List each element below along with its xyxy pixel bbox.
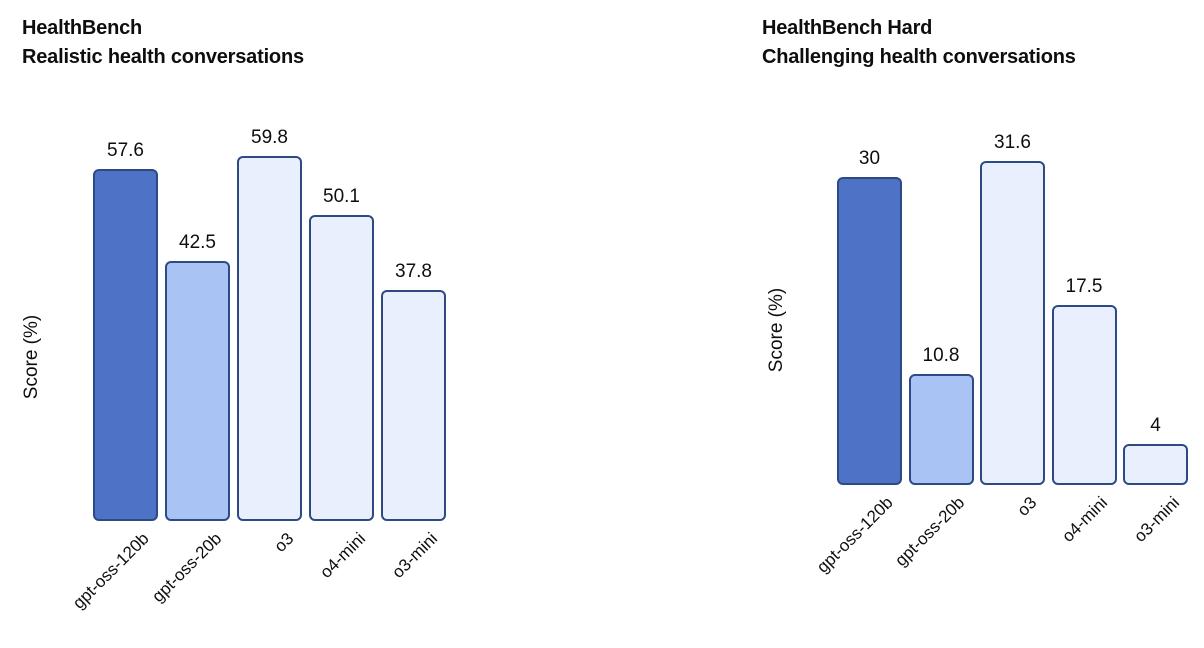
bar-o3 <box>980 160 1045 485</box>
x-axis-tick-label: gpt-oss-20b <box>148 529 225 606</box>
x-axis-tick-label: gpt-oss-20b <box>891 493 969 570</box>
bar-value-label: 4 <box>1150 414 1161 436</box>
x-axis-tick-label: o3-mini <box>1130 493 1183 546</box>
bar-value-label: 37.8 <box>395 261 432 283</box>
bar-value-label: 10.8 <box>922 345 960 367</box>
bar-o4-mini <box>309 214 374 521</box>
bar-gpt-oss-20b <box>908 374 974 485</box>
x-axis-tick-label: gpt-oss-120b <box>69 529 153 613</box>
y-axis-label: Score (%) <box>21 314 42 400</box>
bar-value-label: 50.1 <box>323 185 360 207</box>
x-axis-tick-label: o3 <box>270 529 297 556</box>
plot-area: 57.6 gpt-oss-120b 42.5 gpt-oss-20b 59.8 o3 50.… <box>69 126 446 613</box>
chart-healthbench: HealthBench Realistic health conversatio… <box>21 14 467 644</box>
bar-value-label: 59.8 <box>251 126 288 148</box>
bar-o3 <box>237 155 302 521</box>
plot-area: 30 gpt-oss-120b 10.8 gpt-oss-20b 31.6 o3 17.5 o… <box>813 132 1188 577</box>
bar-o4-mini <box>1051 305 1117 485</box>
bar-gpt-oss-120b <box>837 177 902 485</box>
bar-value-label: 42.5 <box>179 232 216 254</box>
chart-title: HealthBench Hard <box>762 17 933 39</box>
y-axis-label: Score (%) <box>766 287 787 373</box>
x-axis-tick-label: o4-mini <box>1058 493 1112 546</box>
x-axis-tick-label: o4-mini <box>316 529 369 582</box>
bar-value-label: 31.6 <box>994 131 1031 153</box>
x-axis-tick-label: gpt-oss-120b <box>813 493 897 577</box>
chart-title: HealthBench <box>22 17 143 39</box>
chart-healthbench-hard: HealthBench Hard Challenging health conv… <box>762 14 1204 644</box>
bar-value-label: 57.6 <box>107 140 144 162</box>
chart-subtitle: Realistic health conversations <box>22 46 304 68</box>
bar-gpt-oss-120b <box>93 169 158 521</box>
bar-gpt-oss-20b <box>165 261 230 521</box>
bar-value-label: 17.5 <box>1065 276 1103 298</box>
x-axis-tick-label: o3-mini <box>388 529 441 582</box>
chart-subtitle: Challenging health conversations <box>762 46 1076 68</box>
bar-o3-mini <box>1123 443 1188 485</box>
x-axis-tick-label: o3 <box>1013 493 1040 520</box>
bar-value-label: 30 <box>858 148 881 169</box>
bar-o3-mini <box>381 290 446 521</box>
